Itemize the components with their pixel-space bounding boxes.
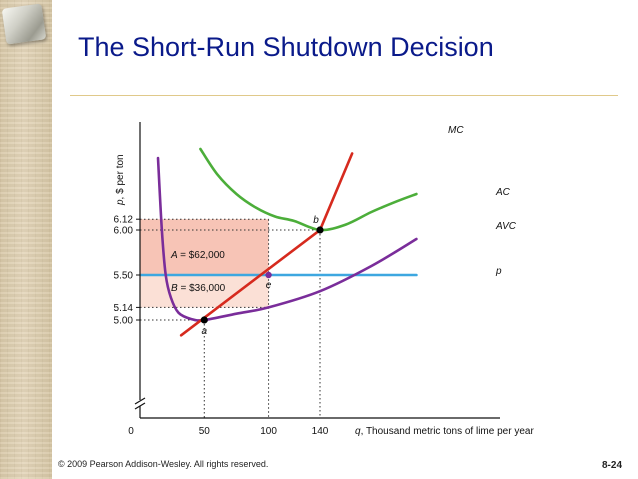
slide-title: The Short-Run Shutdown Decision: [78, 32, 494, 62]
y-tick-label-6-12: 6.12: [114, 215, 134, 226]
point-b-label: b: [313, 215, 319, 226]
avc-curve: [156, 156, 418, 322]
x-tick-label-140: 140: [312, 426, 329, 437]
slide-number: 8-24: [601, 460, 622, 471]
axis-break-gap: [136, 400, 144, 406]
point-e-marker: [265, 271, 272, 279]
ac-curve-label: AC: [495, 187, 511, 198]
area-a-region: [140, 219, 269, 275]
area-label-b: B = $36,000: [171, 283, 226, 294]
title-divider: [70, 95, 618, 96]
p-curve-label: p: [495, 266, 502, 277]
y-axis-label: p, $ per ton: [115, 154, 126, 206]
ac-curve: [199, 147, 418, 232]
avc-curve-label: AVC: [495, 221, 517, 232]
x-axis-label: q, Thousand metric tons of lime per year: [355, 426, 534, 437]
y-tick-label-5-50: 5.50: [114, 271, 134, 282]
point-e-label: e: [266, 280, 272, 291]
point-a-marker: [200, 316, 208, 324]
point-a-label: a: [202, 326, 208, 337]
y-tick-label-5-14: 5.14: [114, 303, 134, 314]
mc-curve-label: MC: [448, 125, 464, 136]
point-b-marker: [316, 226, 324, 234]
axis-break-mark-upper: [134, 397, 146, 405]
y-tick-label-6-00: 6.00: [114, 226, 134, 237]
x-tick-label-100: 100: [260, 426, 277, 437]
x-tick-label-50: 50: [199, 426, 211, 437]
decorative-sidebar: [0, 0, 52, 479]
area-label-a: A = $62,000: [170, 250, 225, 261]
x-origin-label: 0: [128, 426, 134, 437]
y-tick-label-5-00: 5.00: [114, 316, 134, 327]
area-b-region: [140, 275, 269, 308]
axis-break-mark-lower: [134, 402, 146, 410]
copyright-footer: © 2009 Pearson Addison-Wesley. All right…: [58, 459, 269, 469]
